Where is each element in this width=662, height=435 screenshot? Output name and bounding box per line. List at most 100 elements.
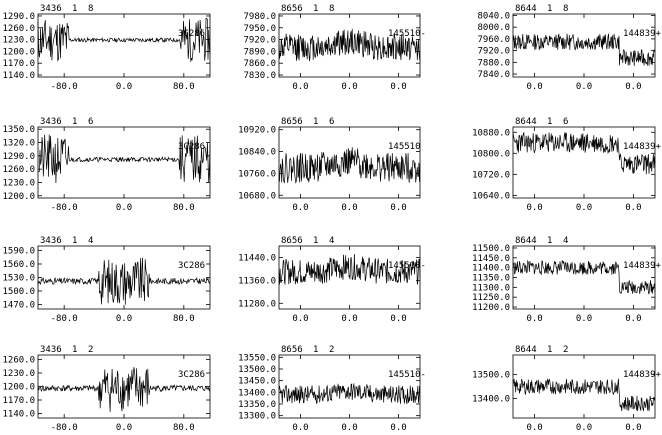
panel-header-field: 3436 — [40, 117, 62, 127]
panel-header-field: 1 — [313, 236, 318, 246]
y-tick-label: 1590.0 — [2, 247, 35, 257]
x-tick-label: 0.0 — [116, 423, 132, 433]
y-tick-label: 1140.0 — [2, 71, 35, 81]
panel-header-field: 4 — [88, 236, 93, 246]
y-tick-label: 7960.0 — [477, 35, 510, 45]
spectrum-panel: 8644 1 2 13500.0 13400.0 0.0 0.0 0.0 144839+ — [472, 345, 661, 433]
y-tick-label: 11360.0 — [238, 276, 276, 286]
panel-header-field: 8 — [563, 4, 568, 14]
x-tick-label: -80.0 — [51, 82, 78, 92]
x-tick-label: 80.0 — [173, 423, 195, 433]
source-label: 144839+ — [623, 370, 662, 380]
spectrum-trace — [278, 28, 421, 62]
x-tick-label: 0.0 — [390, 82, 406, 92]
x-tick-label: 0.0 — [526, 423, 542, 433]
y-tick-label: 7840.0 — [477, 70, 510, 80]
spectrum-trace — [512, 378, 656, 412]
source-label: 144839+ — [623, 142, 662, 152]
x-tick-label: 0.0 — [341, 423, 357, 433]
panel-header-field: 3436 — [40, 236, 62, 246]
panel-header-field: 2 — [88, 345, 93, 355]
y-tick-label: 1230.0 — [2, 36, 35, 46]
y-tick-label: 8040.0 — [477, 11, 510, 21]
spectrum-trace — [512, 259, 656, 295]
panel-header-field: 4 — [563, 236, 568, 246]
y-tick-label: 1170.0 — [2, 396, 35, 406]
x-tick-label: 0.0 — [390, 203, 406, 213]
spectrum-panel: 3436 1 2 1260.0 1230.0 1200.0 1170.0 1140.0 -80.… — [2, 345, 211, 433]
panel-header-field: 4 — [329, 236, 334, 246]
panel-header-field: 8644 — [515, 236, 537, 246]
y-tick-label: 1200.0 — [2, 192, 35, 202]
y-tick-label: 11350.0 — [472, 274, 510, 284]
y-tick-label: 1170.0 — [2, 59, 35, 69]
spectrum-trace — [37, 17, 211, 62]
y-tick-label: 11440.0 — [238, 253, 276, 263]
x-tick-label: 0.0 — [576, 423, 592, 433]
y-tick-label: 7830.0 — [243, 71, 276, 81]
panel-header-field: 1 — [547, 345, 552, 355]
panel-header-field: 8 — [329, 4, 334, 14]
x-tick-label: -80.0 — [51, 314, 78, 324]
panel-header-field: 6 — [88, 117, 93, 127]
panel-header-field: 1 — [313, 345, 318, 355]
x-tick-label: -80.0 — [51, 423, 78, 433]
x-tick-label: 0.0 — [116, 314, 132, 324]
panel-header-field: 6 — [329, 117, 334, 127]
x-tick-label: 0.0 — [292, 423, 308, 433]
x-tick-label: 0.0 — [390, 423, 406, 433]
y-tick-label: 1560.0 — [2, 260, 35, 270]
x-tick-label: 0.0 — [526, 314, 542, 324]
y-tick-label: 13350.0 — [238, 400, 276, 410]
panel-header-field: 8644 — [515, 117, 537, 127]
spectrum-trace — [512, 33, 656, 67]
spectrum-trace — [278, 253, 421, 285]
plot-frame — [512, 126, 656, 199]
x-tick-label: 0.0 — [576, 82, 592, 92]
panel-header-field: 8656 — [281, 117, 303, 127]
panel-header-field: 1 — [72, 236, 77, 246]
spectrum-trace — [37, 367, 211, 412]
panel-header-field: 2 — [329, 345, 334, 355]
y-tick-label: 1260.0 — [2, 165, 35, 175]
x-tick-label: 0.0 — [341, 203, 357, 213]
y-tick-label: 1290.0 — [2, 152, 35, 162]
y-tick-label: 7980.0 — [243, 12, 276, 22]
panel-header-field: 1 — [547, 117, 552, 127]
panel-header-field: 1 — [72, 4, 77, 14]
panel-header-field: 8656 — [281, 4, 303, 14]
y-tick-label: 13450.0 — [238, 377, 276, 387]
y-tick-label: 7880.0 — [477, 58, 510, 68]
panel-header-field: 1 — [72, 345, 77, 355]
spectrum-panel: 8644 1 6 10880.0 10800.0 10720.0 10640.0 0.0 0.0… — [472, 117, 661, 213]
y-tick-label: 10720.0 — [472, 170, 510, 180]
panel-header-field: 1 — [313, 4, 318, 14]
source-label: 3C286 — [178, 370, 205, 380]
x-tick-label: 0.0 — [625, 314, 641, 324]
spectrum-trace — [37, 134, 211, 184]
y-tick-label: 7920.0 — [243, 36, 276, 46]
panel-header-field: 8644 — [515, 4, 537, 14]
y-tick-label: 11400.0 — [472, 264, 510, 274]
panel-header-field: 8644 — [515, 345, 537, 355]
panel-header-field: 1 — [547, 236, 552, 246]
y-tick-label: 1200.0 — [2, 47, 35, 57]
spectrum-trace — [512, 131, 656, 175]
panel-header-field: 1 — [72, 117, 77, 127]
x-tick-label: 0.0 — [576, 314, 592, 324]
y-tick-label: 10800.0 — [472, 149, 510, 159]
spectrum-panel: 8644 1 4 11500.011450.011400.011350.011300.… — [472, 236, 661, 324]
x-tick-label: 0.0 — [341, 82, 357, 92]
y-tick-label: 1470.0 — [2, 301, 35, 311]
y-tick-label: 11300.0 — [472, 283, 510, 293]
y-tick-label: 10920.0 — [238, 126, 276, 136]
x-tick-label: 0.0 — [292, 314, 308, 324]
y-tick-label: 1350.0 — [2, 125, 35, 135]
x-tick-label: 0.0 — [625, 82, 641, 92]
spectrum-trace — [278, 147, 421, 184]
y-tick-label: 1260.0 — [2, 24, 35, 34]
